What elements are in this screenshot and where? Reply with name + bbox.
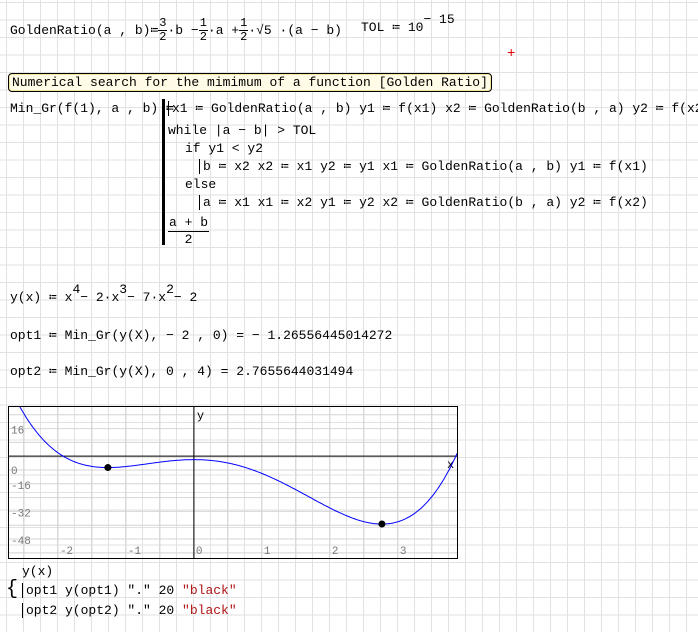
plot-trace-opt2[interactable]: opt2 y(opt2) "." 20 "black" bbox=[22, 603, 237, 618]
x-tick-label: 0 bbox=[196, 546, 203, 558]
tol-exponent: − 15 bbox=[423, 12, 455, 27]
trace-args: opt2 y(opt2) "." 20 bbox=[26, 603, 175, 618]
min-gr-lhs[interactable]: Min_Gr(f(1), a , b) ≔ bbox=[10, 101, 174, 116]
trace-args: opt1 y(opt1) "." 20 bbox=[26, 583, 175, 598]
opt1-result[interactable]: opt1 ≔ Min_Gr(y(X), − 2 , 0) = − 1.26556… bbox=[10, 328, 393, 343]
curve-yx bbox=[19, 407, 457, 525]
xy-plot[interactable]: -2 -1 0 1 2 3 16 0 -16 -32 -48 x y bbox=[8, 406, 458, 559]
x-tick-label: 3 bbox=[400, 546, 407, 558]
gr-lhs: GoldenRatio(a , b) bbox=[10, 22, 151, 38]
tol-base: TOL ≔ 10 bbox=[361, 20, 424, 35]
program-line-while[interactable]: while |a − b| > TOL bbox=[168, 123, 317, 138]
x-tick-label: -2 bbox=[60, 546, 73, 558]
tol-definition[interactable]: TOL ≔ 10− 15 bbox=[361, 12, 455, 35]
program-line-init[interactable]: x1 ≔ GoldenRatio(a , b) y1 ≔ f(x1) x2 ≔ … bbox=[168, 101, 698, 116]
y-axis-label: y bbox=[197, 409, 204, 423]
fn-term: − 7·x bbox=[127, 290, 167, 305]
fn-term: y(x) ≔ x bbox=[10, 290, 73, 305]
x-tick-label: -1 bbox=[128, 546, 142, 558]
minimum-point bbox=[104, 464, 112, 472]
text-region[interactable]: Numerical search for the mimimum of a fu… bbox=[8, 73, 492, 92]
exponent: 4 bbox=[72, 282, 81, 297]
exponent: 2 bbox=[166, 282, 174, 297]
term: ·√5 ·(a − b) bbox=[248, 22, 342, 38]
program-line-else-body[interactable]: a ≔ x1 x1 ≔ x2 y1 ≔ y2 x2 ≔ GoldenRatio(… bbox=[199, 195, 648, 210]
term: ·a + bbox=[207, 22, 240, 38]
x-axis-label: x bbox=[447, 458, 454, 472]
trace-color: "black" bbox=[182, 603, 237, 618]
x-tick-label: 1 bbox=[264, 546, 271, 558]
return-denominator: 2 bbox=[184, 232, 193, 247]
golden-ratio-definition[interactable]: GoldenRatio(a , b)≔ 3 2 ·b −1 2 ·a +1 2 ·√5 ·(a… bbox=[10, 17, 342, 44]
y-tick-label: -16 bbox=[11, 481, 31, 493]
y-tick-label: -48 bbox=[11, 536, 31, 548]
term: ·b − bbox=[167, 22, 199, 38]
fn-term: − 2 bbox=[173, 290, 198, 305]
y-tick-label: 16 bbox=[11, 426, 24, 438]
return-numerator: a + b bbox=[168, 215, 210, 232]
program-bar bbox=[162, 99, 165, 245]
program-line-if-body[interactable]: b ≔ x2 x2 ≔ x1 y2 ≔ y1 x1 ≔ GoldenRatio(… bbox=[199, 159, 648, 174]
minimum-point bbox=[378, 520, 386, 528]
program-line-else[interactable]: else bbox=[185, 177, 217, 192]
x-tick-label: 2 bbox=[332, 546, 339, 558]
y-tick-label: 0 bbox=[11, 466, 18, 478]
fn-term: − 2·x bbox=[80, 290, 120, 305]
assign-op: ≔ bbox=[150, 22, 159, 38]
exponent: 3 bbox=[119, 282, 128, 297]
plot-trace-opt1[interactable]: opt1 y(opt1) "." 20 "black" bbox=[22, 583, 237, 598]
trace-color: "black" bbox=[182, 583, 237, 598]
y-tick-label: -32 bbox=[11, 508, 31, 520]
program-line-if[interactable]: if y1 < y2 bbox=[185, 141, 264, 156]
opt2-result[interactable]: opt2 ≔ Min_Gr(y(X), 0 , 4) = 2.765564403… bbox=[10, 364, 354, 379]
function-definition[interactable]: y(x) ≔ x4− 2·x3− 7·x2− 2 bbox=[10, 282, 198, 305]
crosshair-cursor-icon: + bbox=[507, 46, 516, 62]
plot-trace-yx[interactable]: y(x) bbox=[22, 564, 54, 579]
legend-brace: { bbox=[6, 578, 19, 601]
